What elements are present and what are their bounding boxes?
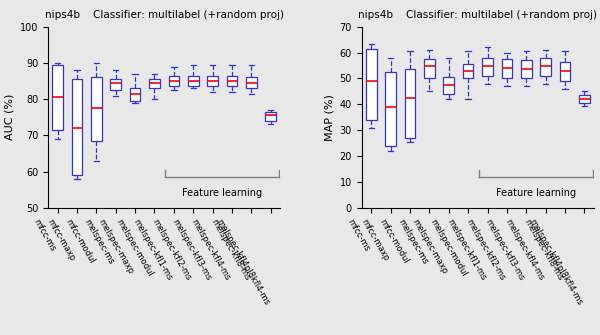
Text: Feature learning: Feature learning <box>496 188 576 198</box>
PathPatch shape <box>72 79 82 175</box>
PathPatch shape <box>169 76 179 86</box>
Text: Feature learning: Feature learning <box>182 188 262 198</box>
PathPatch shape <box>463 64 473 78</box>
PathPatch shape <box>188 76 199 86</box>
PathPatch shape <box>560 62 570 81</box>
PathPatch shape <box>405 69 415 138</box>
PathPatch shape <box>149 79 160 88</box>
PathPatch shape <box>366 49 377 120</box>
PathPatch shape <box>424 59 435 78</box>
PathPatch shape <box>91 77 102 141</box>
Y-axis label: AUC (%): AUC (%) <box>4 94 14 140</box>
PathPatch shape <box>52 65 63 130</box>
PathPatch shape <box>521 60 532 78</box>
Y-axis label: MAP (%): MAP (%) <box>324 94 334 141</box>
Title: nips4b    Classifier: multilabel (+random proj): nips4b Classifier: multilabel (+random p… <box>358 10 598 20</box>
PathPatch shape <box>110 79 121 90</box>
PathPatch shape <box>130 88 140 101</box>
PathPatch shape <box>502 59 512 78</box>
PathPatch shape <box>443 77 454 94</box>
PathPatch shape <box>246 77 257 88</box>
PathPatch shape <box>540 58 551 76</box>
Title: nips4b    Classifier: multilabel (+random proj): nips4b Classifier: multilabel (+random p… <box>44 10 284 20</box>
PathPatch shape <box>579 95 590 103</box>
PathPatch shape <box>265 112 276 121</box>
PathPatch shape <box>385 72 396 146</box>
PathPatch shape <box>482 58 493 76</box>
PathPatch shape <box>227 76 237 86</box>
PathPatch shape <box>207 76 218 86</box>
